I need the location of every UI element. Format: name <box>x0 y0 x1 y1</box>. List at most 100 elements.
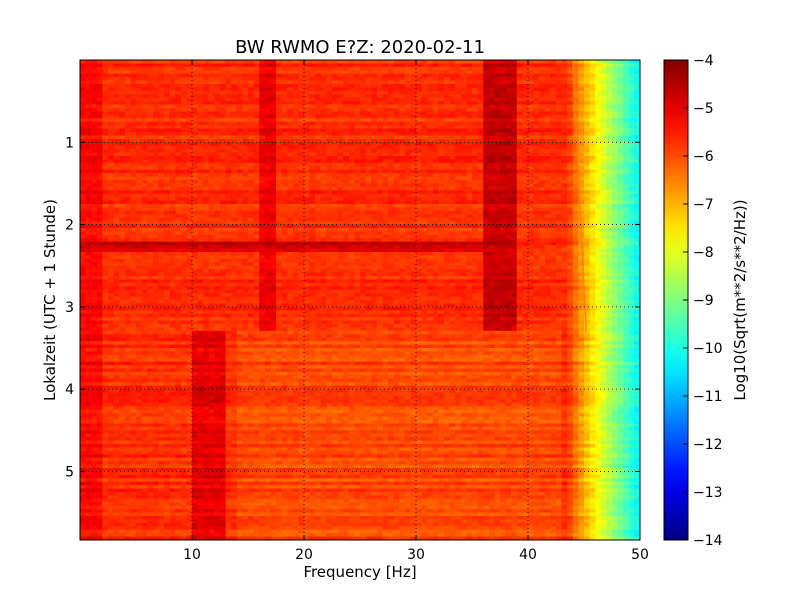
heatmap-cell <box>360 90 367 95</box>
heatmap-cell <box>516 228 523 233</box>
heatmap-cell <box>85 70 92 75</box>
heatmap-cell <box>488 214 495 219</box>
heatmap-cell <box>108 114 115 119</box>
heatmap-cell <box>326 210 333 215</box>
heatmap-cell <box>393 101 400 106</box>
heatmap-cell <box>460 149 467 154</box>
heatmap-cell <box>410 125 417 130</box>
heatmap-cell <box>612 145 619 150</box>
heatmap-cell <box>242 138 249 143</box>
heatmap-cell <box>500 200 507 205</box>
heatmap-cell <box>332 80 339 85</box>
heatmap-cell <box>472 180 479 185</box>
heatmap-cell <box>376 121 383 126</box>
heatmap-cell <box>292 121 299 126</box>
heatmap-cell <box>595 84 602 89</box>
heatmap-cell <box>203 176 210 181</box>
heatmap-cell <box>488 128 495 133</box>
heatmap-cell <box>404 190 411 195</box>
heatmap-cell <box>388 149 395 154</box>
heatmap-cell <box>388 70 395 75</box>
heatmap-cell <box>96 118 103 123</box>
heatmap-cell <box>511 176 518 181</box>
heatmap-cell <box>80 70 87 75</box>
heatmap-cell <box>371 80 378 85</box>
heatmap-cell <box>309 176 316 181</box>
heatmap-cell <box>606 221 613 226</box>
heatmap-cell <box>248 84 255 89</box>
heatmap-cell <box>259 204 266 209</box>
heatmap-cell <box>164 135 171 140</box>
heatmap-cell <box>276 118 283 123</box>
heatmap-cell <box>292 70 299 75</box>
heatmap-cell <box>522 77 529 82</box>
heatmap-cell <box>197 66 204 71</box>
heatmap-cell <box>589 94 596 99</box>
heatmap-cell <box>192 104 199 109</box>
heatmap-cell <box>102 135 109 140</box>
heatmap-cell <box>444 221 451 226</box>
heatmap-cell <box>365 60 372 65</box>
heatmap-cell <box>270 132 277 137</box>
heatmap-cell <box>332 149 339 154</box>
heatmap-cell <box>399 87 406 92</box>
heatmap-cell <box>119 108 126 113</box>
heatmap-cell <box>460 180 467 185</box>
heatmap-cell <box>511 193 518 198</box>
heatmap-cell <box>141 166 148 171</box>
heatmap-cell <box>544 111 551 116</box>
heatmap-cell <box>404 87 411 92</box>
heatmap-cell <box>225 121 232 126</box>
heatmap-cell <box>444 214 451 219</box>
heatmap-cell <box>119 87 126 92</box>
heatmap-cell <box>393 152 400 157</box>
heatmap-cell <box>393 84 400 89</box>
heatmap-cell <box>337 180 344 185</box>
heatmap-cell <box>164 169 171 174</box>
heatmap-cell <box>432 183 439 188</box>
heatmap-cell <box>225 104 232 109</box>
heatmap-cell <box>578 121 585 126</box>
heatmap-cell <box>85 166 92 171</box>
heatmap-cell <box>404 138 411 143</box>
heatmap-cell <box>158 118 165 123</box>
heatmap-cell <box>208 152 215 157</box>
heatmap-cell <box>360 173 367 178</box>
heatmap-cell <box>130 186 137 191</box>
heatmap-cell <box>432 132 439 137</box>
heatmap-cell <box>158 84 165 89</box>
heatmap-cell <box>477 228 484 233</box>
heatmap-cell <box>225 156 232 161</box>
heatmap-cell <box>617 180 624 185</box>
heatmap-cell <box>320 210 327 215</box>
heatmap-cell <box>186 217 193 222</box>
heatmap-cell <box>259 125 266 130</box>
heatmap-cell <box>404 121 411 126</box>
heatmap-cell <box>466 101 473 106</box>
heatmap-cell <box>309 180 316 185</box>
heatmap-cell <box>455 87 462 92</box>
heatmap-cell <box>393 108 400 113</box>
heatmap-cell <box>332 207 339 212</box>
heatmap-cell <box>320 121 327 126</box>
heatmap-cell <box>91 94 98 99</box>
heatmap-cell <box>572 87 579 92</box>
heatmap-cell <box>152 114 159 119</box>
heatmap-cell <box>175 145 182 150</box>
heatmap-cell <box>393 183 400 188</box>
heatmap-cell <box>561 125 568 130</box>
heatmap-cell <box>147 186 154 191</box>
heatmap-cell <box>158 145 165 150</box>
heatmap-cell <box>516 224 523 229</box>
heatmap-cell <box>516 125 523 130</box>
heatmap-cell <box>186 221 193 226</box>
heatmap-cell <box>432 193 439 198</box>
heatmap-cell <box>136 228 143 233</box>
heatmap-cell <box>438 200 445 205</box>
heatmap-cell <box>304 94 311 99</box>
heatmap-cell <box>438 149 445 154</box>
heatmap-cell <box>141 169 148 174</box>
heatmap-cell <box>444 152 451 157</box>
heatmap-cell <box>416 73 423 78</box>
heatmap-cell <box>253 121 260 126</box>
